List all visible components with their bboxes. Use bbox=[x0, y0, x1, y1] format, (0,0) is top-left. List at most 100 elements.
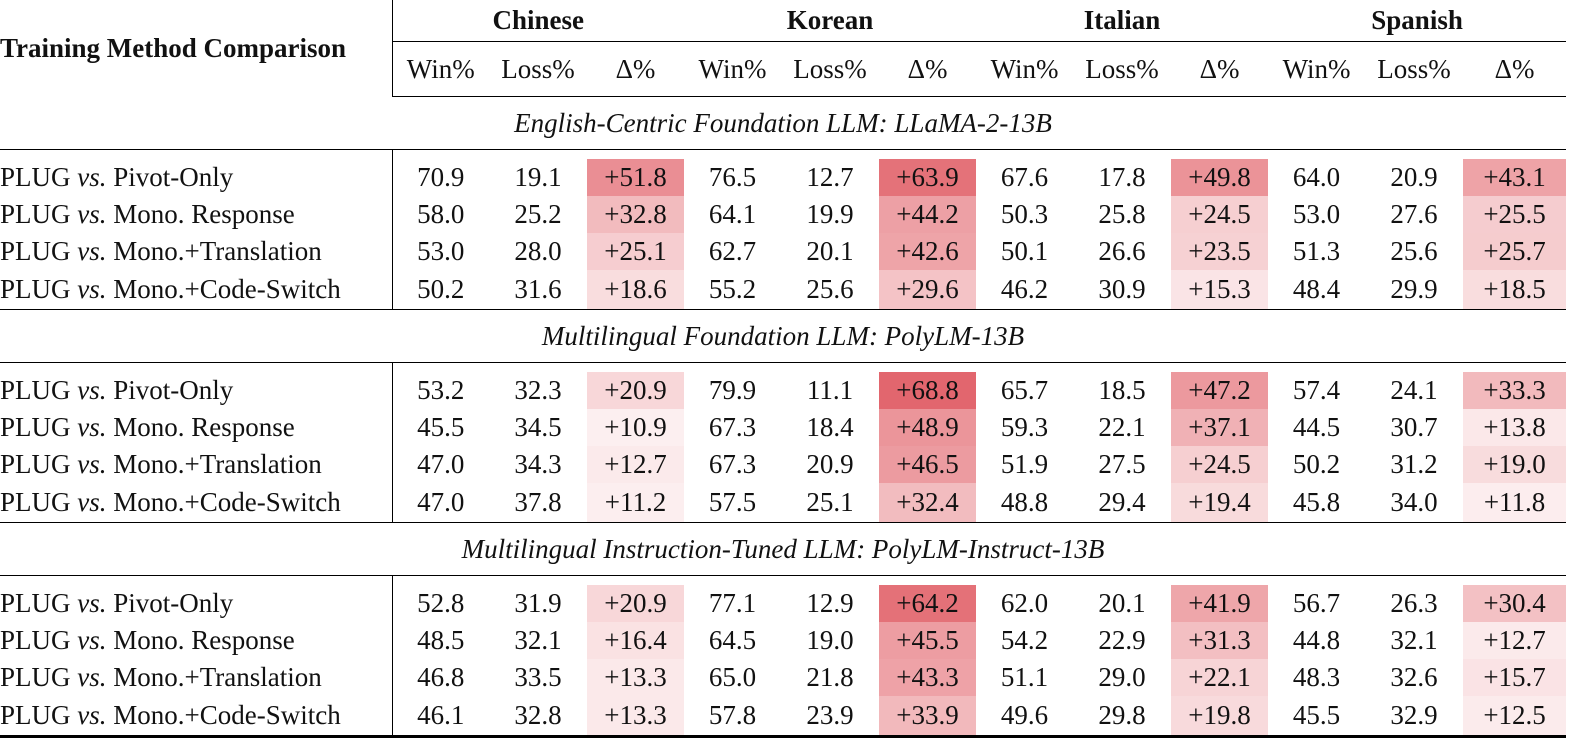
win-cell: 59.3 bbox=[1000, 412, 1049, 442]
delta-cell: +43.1 bbox=[1463, 159, 1567, 196]
loss-cell: 24.1 bbox=[1390, 375, 1438, 405]
loss-cell: 22.1 bbox=[1098, 412, 1146, 442]
row-label-prefix: PLUG bbox=[0, 162, 71, 192]
loss-cell: 18.5 bbox=[1098, 375, 1146, 405]
loss-cell: 32.9 bbox=[1365, 696, 1464, 738]
win-cell: 76.5 bbox=[708, 162, 757, 192]
loss-cell: 22.9 bbox=[1098, 625, 1146, 655]
loss-cell: 18.4 bbox=[806, 412, 854, 442]
table-row: PLUG vs. Mono.+Translation 46.8 33.5 +13.3 6… bbox=[0, 659, 1567, 696]
win-cell: 57.5 bbox=[684, 483, 781, 523]
language-header-korean: Korean bbox=[684, 0, 977, 42]
metric-header-italian-delta: Δ% bbox=[1171, 41, 1269, 97]
row-label-method: Mono. Response bbox=[113, 199, 295, 229]
row-label-method: Mono.+Translation bbox=[113, 662, 322, 692]
delta-cell: +20.9 bbox=[587, 585, 684, 622]
win-cell: 53.0 bbox=[1292, 199, 1341, 229]
loss-cell: 34.5 bbox=[514, 412, 562, 442]
loss-cell: 32.3 bbox=[514, 375, 562, 405]
win-cell: 70.9 bbox=[417, 162, 465, 192]
loss-cell: 23.9 bbox=[781, 696, 879, 738]
delta-cell: +12.5 bbox=[1463, 696, 1567, 738]
loss-cell: 33.5 bbox=[514, 662, 562, 692]
delta-cell: +24.5 bbox=[1171, 196, 1269, 233]
delta-cell: +11.2 bbox=[587, 483, 684, 523]
row-label-vs: vs. bbox=[77, 375, 107, 405]
delta-cell: +41.9 bbox=[1171, 585, 1269, 622]
delta-cell: +51.8 bbox=[587, 159, 684, 196]
loss-cell: 30.7 bbox=[1390, 412, 1438, 442]
loss-cell: 12.7 bbox=[806, 162, 854, 192]
loss-cell: 32.6 bbox=[1390, 662, 1438, 692]
table-row: PLUG vs. Mono.+Translation 53.0 28.0 +25.1 6… bbox=[0, 233, 1567, 270]
row-label: PLUG vs. Mono.+Translation bbox=[0, 233, 393, 270]
section-title: English-Centric Foundation LLM: LLaMA-2-… bbox=[0, 96, 1567, 150]
win-cell: 46.8 bbox=[417, 662, 465, 692]
table-row: PLUG vs. Mono.+Code-Switch 46.1 32.8 +13.3 5… bbox=[0, 696, 1567, 738]
delta-cell: +43.3 bbox=[879, 659, 977, 696]
win-cell: 44.8 bbox=[1292, 625, 1341, 655]
language-header-row: Training Method Comparison Chinese Korean I… bbox=[0, 0, 1567, 97]
row-label-vs: vs. bbox=[77, 236, 107, 266]
win-cell: 58.0 bbox=[417, 199, 465, 229]
row-label-vs: vs. bbox=[77, 700, 107, 730]
win-cell: 65.0 bbox=[708, 662, 757, 692]
win-cell: 57.8 bbox=[684, 696, 781, 738]
delta-cell: +68.8 bbox=[879, 372, 977, 409]
win-cell: 48.5 bbox=[417, 625, 465, 655]
loss-cell: 27.6 bbox=[1390, 199, 1438, 229]
win-cell: 67.3 bbox=[708, 412, 757, 442]
win-cell: 64.0 bbox=[1292, 162, 1341, 192]
language-header-chinese: Chinese bbox=[392, 0, 684, 42]
delta-cell: +32.8 bbox=[587, 196, 684, 233]
metric-header-chinese-win: Win% bbox=[392, 41, 489, 97]
delta-cell: +63.9 bbox=[879, 159, 977, 196]
row-label: PLUG vs. Mono.+Code-Switch bbox=[0, 696, 393, 738]
win-cell: 67.3 bbox=[708, 449, 757, 479]
metric-header-chinese-delta: Δ% bbox=[587, 41, 684, 97]
row-label-vs: vs. bbox=[77, 487, 107, 517]
row-label-prefix: PLUG bbox=[0, 375, 71, 405]
loss-cell: 31.2 bbox=[1390, 449, 1438, 479]
loss-cell: 11.1 bbox=[806, 375, 854, 405]
win-cell: 79.9 bbox=[708, 375, 757, 405]
delta-cell: +25.5 bbox=[1463, 196, 1567, 233]
row-label-method: Mono.+Code-Switch bbox=[113, 700, 341, 730]
language-header-italian: Italian bbox=[976, 0, 1269, 42]
loss-cell: 32.8 bbox=[489, 696, 587, 738]
row-label-vs: vs. bbox=[77, 588, 107, 618]
loss-cell: 32.1 bbox=[1390, 625, 1438, 655]
delta-cell: +44.2 bbox=[879, 196, 977, 233]
delta-cell: +15.7 bbox=[1463, 659, 1567, 696]
loss-cell: 32.1 bbox=[514, 625, 562, 655]
win-cell: 50.2 bbox=[392, 270, 489, 310]
delta-cell: +24.5 bbox=[1171, 446, 1269, 483]
metric-header-spanish-loss: Loss% bbox=[1365, 41, 1464, 97]
win-cell: 67.6 bbox=[1000, 162, 1049, 192]
loss-cell: 31.6 bbox=[489, 270, 587, 310]
row-label-prefix: PLUG bbox=[0, 487, 71, 517]
delta-cell: +19.4 bbox=[1171, 483, 1269, 523]
spacer-cell bbox=[392, 363, 1566, 373]
row-label-method: Mono.+Code-Switch bbox=[113, 274, 341, 304]
table-row: PLUG vs. Mono.+Code-Switch 47.0 37.8 +11.2 5… bbox=[0, 483, 1567, 523]
metric-header-chinese-loss: Loss% bbox=[489, 41, 587, 97]
win-cell: 47.0 bbox=[417, 449, 465, 479]
win-cell: 64.1 bbox=[708, 199, 757, 229]
delta-cell: +37.1 bbox=[1171, 409, 1269, 446]
row-label-vs: vs. bbox=[77, 412, 107, 442]
win-cell: 65.7 bbox=[1000, 375, 1049, 405]
table-row: PLUG vs. Mono. Response 58.0 25.2 +32.8 64.1… bbox=[0, 196, 1567, 233]
loss-cell: 20.9 bbox=[1390, 162, 1438, 192]
delta-cell: +11.8 bbox=[1463, 483, 1567, 523]
loss-cell: 29.9 bbox=[1365, 270, 1464, 310]
row-label: PLUG vs. Pivot-Only bbox=[0, 372, 393, 409]
loss-cell: 28.0 bbox=[514, 236, 562, 266]
delta-cell: +16.4 bbox=[587, 622, 684, 659]
win-cell: 53.0 bbox=[417, 236, 465, 266]
section-spacer bbox=[0, 575, 1566, 585]
loss-cell: 29.4 bbox=[1073, 483, 1172, 523]
loss-cell: 19.9 bbox=[806, 199, 854, 229]
row-label-vs: vs. bbox=[77, 625, 107, 655]
